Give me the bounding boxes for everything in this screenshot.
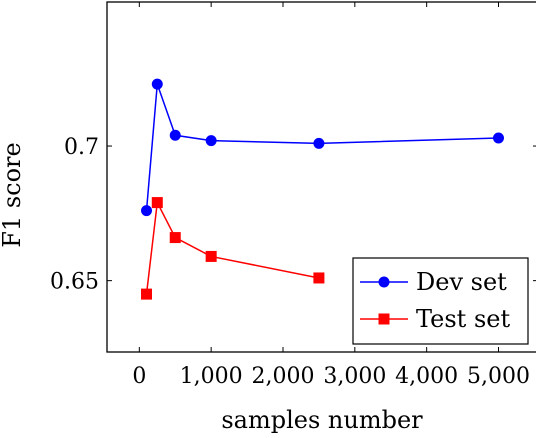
data-point-test-set bbox=[151, 197, 163, 209]
legend-label-dev: Dev set bbox=[416, 268, 507, 296]
x-tick-label: 3,000 bbox=[323, 364, 386, 389]
legend-marker-dev bbox=[378, 276, 390, 288]
x-tick-label: 1,000 bbox=[180, 364, 243, 389]
data-point-test-set bbox=[169, 232, 181, 244]
data-point-dev-set bbox=[313, 137, 325, 149]
legend: Dev set Test set bbox=[352, 257, 529, 345]
y-tick-label: 0.7 bbox=[64, 135, 99, 160]
legend-marker-test bbox=[378, 313, 390, 325]
legend-label-test: Test set bbox=[416, 305, 510, 333]
y-axis-label: F1 score bbox=[0, 142, 26, 247]
data-point-test-set bbox=[313, 272, 325, 284]
y-tick-label: 0.65 bbox=[50, 270, 99, 295]
x-tick-label: 0 bbox=[132, 364, 146, 389]
data-point-dev-set bbox=[169, 129, 181, 141]
series-line-dev-set bbox=[145, 83, 499, 211]
data-point-dev-set bbox=[141, 205, 153, 217]
data-point-test-set bbox=[141, 288, 153, 300]
x-axis-label: samples number bbox=[221, 406, 423, 434]
data-point-test-set bbox=[205, 250, 217, 262]
legend-item-test: Test set bbox=[360, 305, 510, 333]
data-point-dev-set bbox=[205, 135, 217, 147]
legend-box bbox=[352, 257, 529, 345]
x-tick-label: 5,000 bbox=[467, 364, 530, 389]
ticks-layer: 0 1,000 2,000 3,000 4,000 5,000 0.65 0.7 bbox=[50, 2, 536, 389]
series-layer bbox=[141, 78, 504, 300]
x-tick-label: 2,000 bbox=[251, 364, 314, 389]
series-line-test-set bbox=[145, 200, 320, 295]
data-point-dev-set bbox=[492, 132, 504, 144]
plot-frame bbox=[106, 1, 536, 353]
data-point-dev-set bbox=[151, 78, 163, 90]
x-tick-label: 4,000 bbox=[395, 364, 458, 389]
legend-item-dev: Dev set bbox=[360, 268, 507, 296]
